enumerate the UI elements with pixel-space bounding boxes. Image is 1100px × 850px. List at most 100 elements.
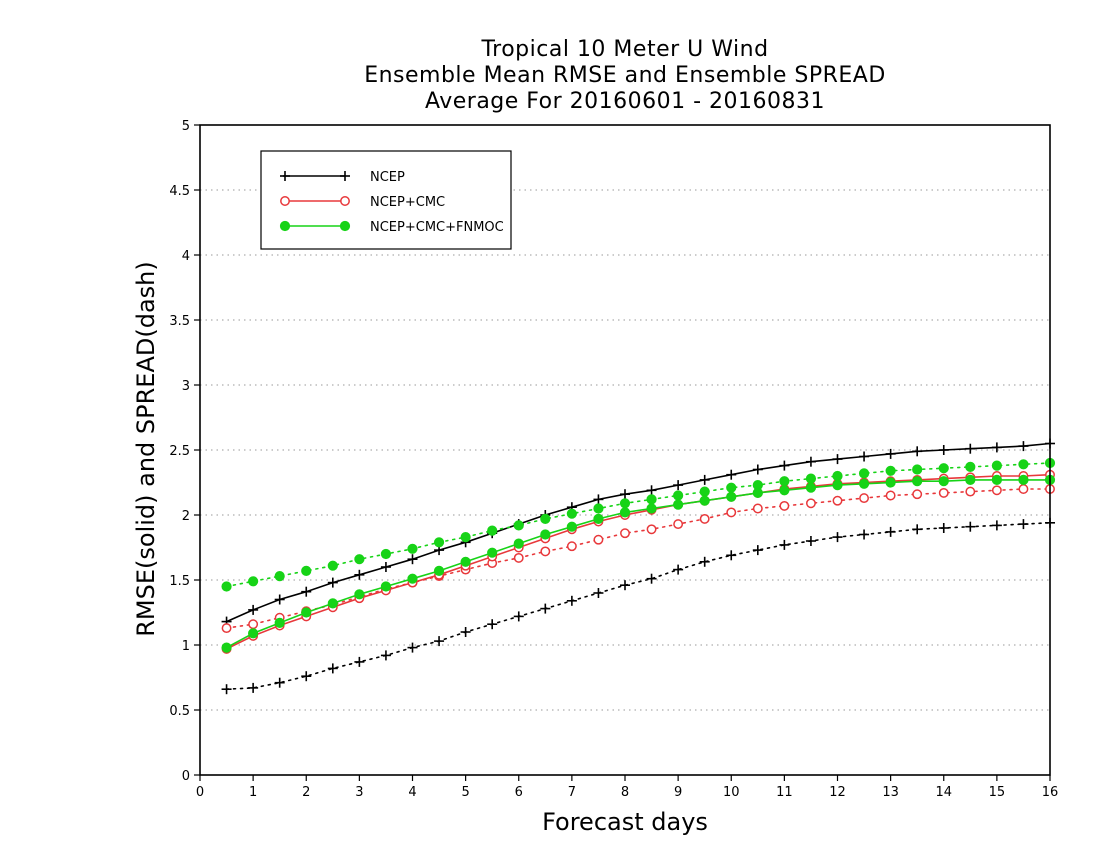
spread-point [646,573,657,584]
spread-point [221,623,232,634]
legend-label: NCEP+CMC [370,195,445,210]
spread-point [805,536,816,546]
rmse-point [699,495,710,506]
spread-point [248,682,259,693]
rmse-point [991,474,1002,485]
spread-point [620,528,630,539]
spread-point [752,545,763,556]
spread-point [380,650,391,661]
spread-point [619,498,631,509]
spread-point [301,671,312,682]
x-tick-label: 13 [882,785,899,800]
spread-point [965,461,976,472]
spread-point [1018,484,1029,494]
spread-point [938,523,949,533]
spread-point [593,503,604,514]
rmse-point [380,562,391,572]
spread-point [407,642,418,653]
spread-point [965,486,976,497]
rmse-point [354,589,365,600]
rmse-point [673,480,684,491]
spread-point [699,513,710,524]
rmse-point [301,607,312,618]
rmse-point [327,598,338,609]
spread-point [513,552,524,563]
chart-title-line-3: Average For 20160601 - 20160831 [424,89,826,114]
rmse-point [991,442,1002,453]
rmse-point [540,529,551,540]
rmse-line [226,479,1050,649]
rmse-point [619,507,631,518]
spread-point [646,494,657,505]
x-tick-label: 10 [723,785,740,800]
x-tick-label: 3 [355,785,363,800]
x-tick-label: 5 [461,785,469,800]
rmse-point [646,485,657,496]
rmse-point [965,474,976,485]
spread-point [327,663,338,674]
legend-marker [340,171,350,181]
spread-point [965,521,976,532]
spread-line [225,521,1051,691]
spread-point [938,487,949,498]
y-tick-label: 4 [182,249,190,264]
rmse-point [779,485,790,496]
rmse-point [248,604,259,615]
spread-point [726,482,737,493]
y-tick-label: 4.5 [169,184,190,199]
chart-title-line-2: Ensemble Mean RMSE and Ensemble SPREAD [364,63,886,88]
spread-point [487,619,498,630]
spread-point [434,636,445,647]
legend: NCEP NCEP+CMC NCEP+CMC+FNMOC [260,150,512,250]
spread-point [885,490,896,501]
rmse-point [805,456,816,467]
spread-point [912,524,923,535]
y-axis-label: RMSE(solid) and SPREAD(dash) [132,261,160,637]
spread-point [699,486,710,497]
spread-point [566,595,577,606]
spread-point [593,588,604,598]
spread-point [221,581,232,592]
x-tick-label: 9 [674,785,682,800]
axes: 00.511.522.533.544.550 1 2 3 4 5 6 7 8 9 10 11 12 13 1… [169,119,1058,800]
rmse-point [380,581,392,592]
rmse-point [354,569,365,580]
series-layer [221,438,1056,695]
x-tick-label: 2 [302,785,310,800]
rmse-point [593,513,604,525]
rmse-point [912,446,923,457]
rmse-point [912,476,923,487]
spread-point [885,465,896,476]
spread-point [620,580,630,591]
rmse-point [805,482,817,493]
spread-point [991,460,1002,471]
spread-point [513,611,524,622]
y-tick-label: 2 [182,509,190,524]
legend-box [260,150,512,250]
spread-point [407,543,418,554]
y-tick-label: 3.5 [169,314,190,329]
x-tick-label: 1 [249,785,257,800]
y-tick-label: 3 [182,379,190,394]
spread-point [540,603,551,614]
spread-point [752,503,763,514]
x-tick-label: 0 [196,785,204,800]
y-tick-label: 1 [182,639,190,654]
rmse-point [752,464,763,475]
rmse-point [965,443,976,454]
spread-point [460,627,471,637]
spread-point [912,489,923,500]
x-tick-label: 12 [829,785,846,800]
x-tick-label: 8 [621,785,629,800]
rmse-point [566,521,577,532]
spread-point [248,619,259,630]
rmse-point [221,642,232,653]
rmse-point [301,586,312,597]
spread-point [301,565,312,577]
rmse-point [726,491,737,502]
series-ncep-cmc-fnmoc [221,457,1056,653]
spread-point [513,520,524,531]
spread-point [354,656,365,667]
spread-point [248,576,259,587]
rmse-point [726,469,737,480]
